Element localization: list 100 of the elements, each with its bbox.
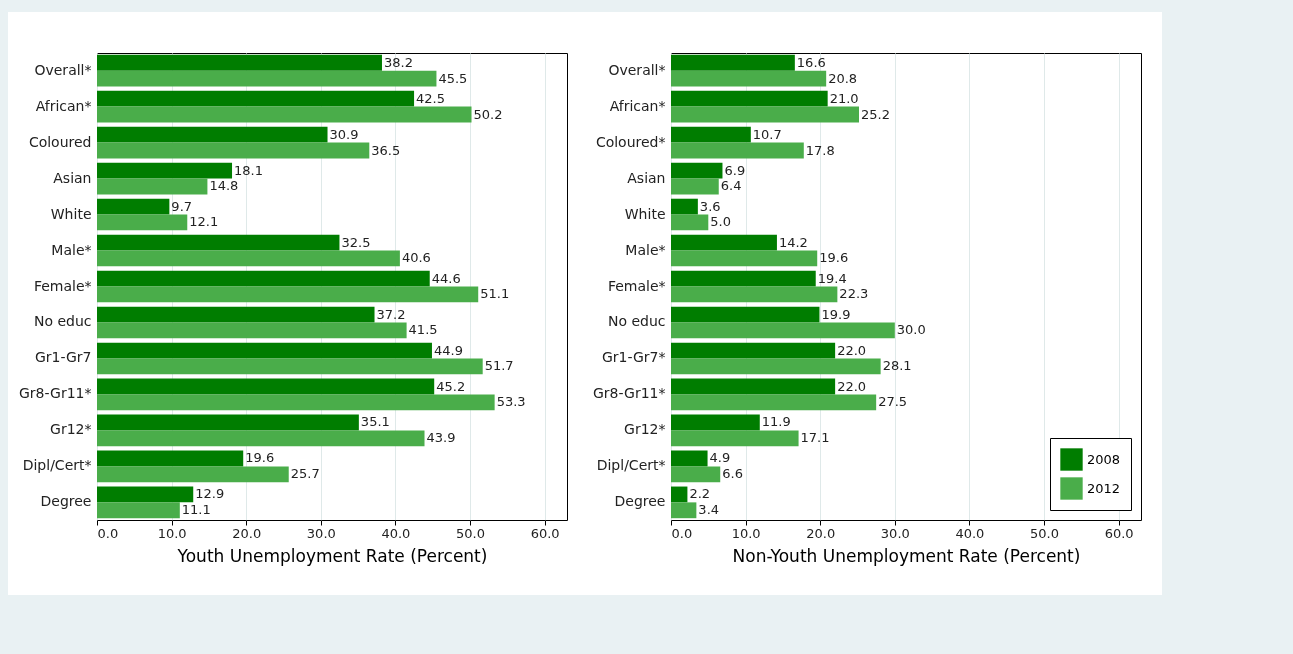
data-label: 41.5 xyxy=(408,322,438,338)
y-tick-label: Gr1-Gr7* xyxy=(601,349,666,366)
y-tick-label: African* xyxy=(35,97,92,114)
data-label: 19.6 xyxy=(245,450,275,466)
y-tick-label: Gr1-Gr7 xyxy=(34,349,92,366)
y-tick-label: Female* xyxy=(607,277,666,294)
bar xyxy=(97,178,208,195)
data-label: 19.9 xyxy=(821,306,851,322)
y-tick-label: Gr8-Gr11* xyxy=(593,385,666,402)
data-label: 16.6 xyxy=(796,54,826,70)
data-label: 51.7 xyxy=(484,358,514,374)
bar xyxy=(97,142,370,159)
bar xyxy=(671,378,836,395)
data-label: 19.6 xyxy=(819,250,849,266)
bar xyxy=(671,466,721,483)
bar xyxy=(97,414,359,431)
data-label: 51.1 xyxy=(480,286,510,302)
bar xyxy=(671,358,881,375)
y-tick-label: Asian xyxy=(53,169,92,186)
data-label: 43.9 xyxy=(426,430,456,446)
bar xyxy=(97,286,479,303)
x-tick-label: 30.0 xyxy=(880,525,910,541)
y-tick-label: African* xyxy=(609,97,666,114)
bar xyxy=(671,322,895,339)
y-tick-label: Dipl/Cert* xyxy=(596,457,666,474)
y-tick-label: Degree xyxy=(40,493,92,510)
data-label: 2.2 xyxy=(689,486,711,502)
bar xyxy=(671,142,804,159)
x-tick-label: 40.0 xyxy=(955,525,985,541)
data-label: 11.9 xyxy=(761,414,791,430)
data-label: 35.1 xyxy=(360,414,390,430)
y-tick-label: White xyxy=(50,205,92,222)
bar xyxy=(97,70,437,87)
bar xyxy=(97,214,188,231)
legend-label: 2012 xyxy=(1087,480,1121,496)
x-tick-label: 20.0 xyxy=(806,525,836,541)
data-label: 19.4 xyxy=(817,270,847,286)
x-tick-label: 0.0 xyxy=(671,525,693,541)
x-tick-label: 40.0 xyxy=(381,525,411,541)
bar xyxy=(97,54,382,71)
data-label: 30.9 xyxy=(329,126,359,142)
data-label: 18.1 xyxy=(234,162,263,178)
data-label: 44.6 xyxy=(431,270,461,286)
y-tick-label: Male* xyxy=(51,241,92,258)
x-axis-title: Non-Youth Unemployment Rate (Percent) xyxy=(732,545,1081,566)
bar xyxy=(97,306,375,323)
bar xyxy=(97,270,430,287)
bar xyxy=(97,126,328,143)
y-tick-label: Degree xyxy=(614,493,666,510)
y-tick-label: Dipl/Cert* xyxy=(22,457,92,474)
bar xyxy=(97,90,415,107)
x-tick-label: 10.0 xyxy=(731,525,761,541)
y-tick-label: Gr12* xyxy=(624,421,666,438)
bar xyxy=(97,162,233,179)
bar xyxy=(97,234,340,251)
data-label: 53.3 xyxy=(496,394,526,410)
y-tick-label: Gr8-Gr11* xyxy=(19,385,92,402)
y-tick-label: Female* xyxy=(33,277,92,294)
bar xyxy=(671,214,709,231)
bar xyxy=(671,342,836,359)
bar xyxy=(671,234,777,251)
data-label: 37.2 xyxy=(376,306,406,322)
x-tick-label: 20.0 xyxy=(232,525,262,541)
bar xyxy=(671,250,818,267)
data-label: 50.2 xyxy=(473,106,503,122)
bar xyxy=(671,430,799,447)
bar xyxy=(97,394,495,411)
data-label: 22.0 xyxy=(837,342,867,358)
data-label: 20.8 xyxy=(828,70,858,86)
bar xyxy=(97,106,472,123)
data-label: 6.4 xyxy=(720,178,742,194)
bar xyxy=(671,394,877,411)
y-tick-label: Overall* xyxy=(34,61,92,78)
bar xyxy=(671,90,828,107)
data-label: 10.7 xyxy=(752,126,782,142)
bar xyxy=(97,342,432,359)
bar xyxy=(97,378,435,395)
data-label: 17.1 xyxy=(800,430,830,446)
bar xyxy=(97,502,180,519)
data-label: 45.2 xyxy=(436,378,466,394)
bar xyxy=(671,306,820,323)
data-label: 28.1 xyxy=(882,358,912,374)
bar xyxy=(671,270,816,287)
data-label: 6.6 xyxy=(722,466,743,482)
x-tick-label: 30.0 xyxy=(306,525,336,541)
bar xyxy=(97,322,407,339)
bar xyxy=(671,178,719,195)
data-label: 6.9 xyxy=(724,162,746,178)
data-label: 21.0 xyxy=(829,90,859,106)
data-label: 36.5 xyxy=(371,142,401,158)
data-label: 40.6 xyxy=(401,250,431,266)
x-tick-label: 60.0 xyxy=(530,525,560,541)
data-label: 27.5 xyxy=(878,394,908,410)
data-label: 11.1 xyxy=(181,502,211,518)
bar xyxy=(97,198,170,215)
data-label: 14.8 xyxy=(209,178,239,194)
bar xyxy=(671,286,838,303)
bar xyxy=(671,450,708,467)
data-label: 44.9 xyxy=(433,342,463,358)
data-label: 14.2 xyxy=(778,234,808,250)
